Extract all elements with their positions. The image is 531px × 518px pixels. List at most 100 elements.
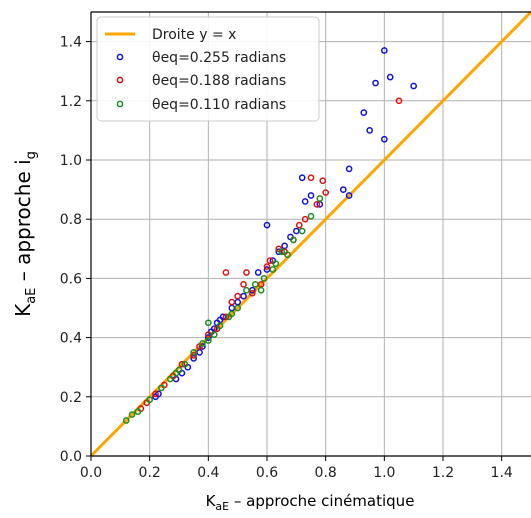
data-point bbox=[372, 79, 379, 87]
data-point bbox=[298, 227, 306, 235]
data-point bbox=[158, 384, 165, 392]
x-tick-label: 0.0 bbox=[80, 465, 102, 481]
ticks: 0.0 0.2 0.4 0.6 0.8 1.0 1.2 1.4 0.0 0.2 0.4 0.6 0.8 1… bbox=[60, 35, 513, 481]
data-point bbox=[243, 286, 250, 294]
data-point bbox=[345, 192, 353, 199]
legend-label-line: Droite y = x bbox=[152, 27, 236, 43]
data-point bbox=[395, 97, 403, 105]
data-point bbox=[190, 352, 198, 359]
x-tick-label: 1.0 bbox=[373, 465, 395, 481]
x-axis-title: KaE – approche cinématique bbox=[206, 492, 415, 513]
y-axis-title: KaE – approche ig bbox=[11, 151, 39, 317]
data-point bbox=[307, 212, 315, 220]
legend-marker-series-1 bbox=[116, 53, 124, 61]
data-point bbox=[313, 201, 321, 208]
data-point bbox=[222, 313, 230, 321]
data-point bbox=[251, 280, 259, 288]
data-point bbox=[166, 375, 174, 383]
data-point bbox=[284, 251, 291, 259]
y-tick-label: 0.8 bbox=[60, 212, 82, 228]
y-tick-label: 0.6 bbox=[60, 271, 82, 287]
data-point bbox=[228, 298, 236, 306]
data-point bbox=[134, 408, 142, 415]
data-point bbox=[222, 269, 230, 276]
x-axis-title-main: K bbox=[206, 492, 217, 510]
x-tick-label: 0.8 bbox=[315, 465, 337, 481]
data-point bbox=[307, 174, 315, 182]
data-point bbox=[152, 390, 159, 398]
data-point bbox=[234, 292, 242, 300]
x-tick-label: 1.2 bbox=[432, 465, 454, 481]
data-point bbox=[178, 360, 186, 368]
legend-label-series-2: θeq=0.188 radians bbox=[152, 73, 286, 89]
data-point bbox=[204, 334, 212, 341]
y-tick-label: 0.2 bbox=[60, 390, 82, 406]
x-tick-label: 0.2 bbox=[139, 465, 161, 481]
data-point bbox=[254, 269, 262, 276]
data-point bbox=[199, 340, 206, 347]
y-axis-title-rest: – approche i bbox=[11, 159, 35, 287]
data-point bbox=[272, 260, 280, 267]
x-axis-title-rest: – approche cinématique bbox=[229, 492, 414, 510]
x-axis-title-sub: aE bbox=[215, 500, 229, 513]
x-tick-label: 1.4 bbox=[491, 465, 513, 481]
data-point bbox=[190, 349, 198, 356]
data-point bbox=[301, 215, 309, 223]
data-point bbox=[307, 192, 315, 199]
data-point bbox=[380, 135, 388, 143]
data-point bbox=[278, 248, 286, 256]
y-axis-title-main: K bbox=[11, 303, 35, 317]
legend: Droite y = x θeq=0.255 radians θeq=0.188… bbox=[96, 16, 320, 122]
data-point bbox=[380, 47, 388, 54]
y-tick-label: 1.4 bbox=[60, 35, 82, 51]
y-tick-label: 0.4 bbox=[60, 331, 82, 347]
data-point bbox=[360, 109, 368, 116]
data-point bbox=[295, 221, 303, 229]
data-point bbox=[319, 177, 327, 185]
data-point bbox=[175, 366, 183, 374]
data-point bbox=[263, 221, 271, 229]
y-tick-label: 1.2 bbox=[60, 94, 82, 110]
data-point bbox=[234, 304, 242, 312]
data-point bbox=[366, 127, 374, 134]
data-point bbox=[266, 257, 274, 264]
axes bbox=[90, 11, 531, 457]
data-point bbox=[216, 322, 224, 330]
data-point bbox=[199, 343, 206, 350]
data-point bbox=[322, 189, 330, 196]
data-point bbox=[345, 165, 353, 173]
data-point bbox=[204, 319, 212, 327]
data-point bbox=[269, 266, 277, 273]
data-point bbox=[257, 286, 265, 294]
data-point bbox=[204, 337, 212, 344]
y-tick-label: 1.0 bbox=[60, 153, 82, 169]
data-point bbox=[243, 269, 250, 276]
series-3 bbox=[122, 195, 324, 424]
data-point bbox=[228, 310, 236, 318]
data-point bbox=[155, 390, 162, 398]
legend-label-series-1: θeq=0.255 radians bbox=[152, 50, 286, 66]
data-points bbox=[122, 47, 418, 424]
x-tick-label: 0.6 bbox=[256, 465, 278, 481]
data-point bbox=[240, 280, 247, 288]
legend-label-series-3: θeq=0.110 radians bbox=[152, 97, 286, 113]
legend-marker-series-3 bbox=[116, 100, 124, 108]
x-tick-label: 0.4 bbox=[197, 465, 219, 481]
data-point bbox=[248, 289, 256, 297]
data-point bbox=[146, 396, 154, 404]
data-point bbox=[181, 360, 189, 368]
data-point bbox=[301, 198, 309, 205]
data-point bbox=[122, 417, 130, 424]
data-point bbox=[316, 195, 324, 202]
y-tick-label: 0.0 bbox=[60, 449, 82, 465]
data-point bbox=[410, 82, 418, 90]
data-point bbox=[263, 263, 271, 270]
legend-marker-series-2 bbox=[116, 76, 124, 84]
data-point bbox=[290, 236, 297, 244]
y-axis-title-sub: aE bbox=[24, 288, 39, 304]
y-axis-title-tail-sub: g bbox=[24, 151, 39, 159]
data-point bbox=[210, 331, 218, 338]
data-point bbox=[339, 186, 347, 193]
data-point bbox=[260, 275, 268, 282]
